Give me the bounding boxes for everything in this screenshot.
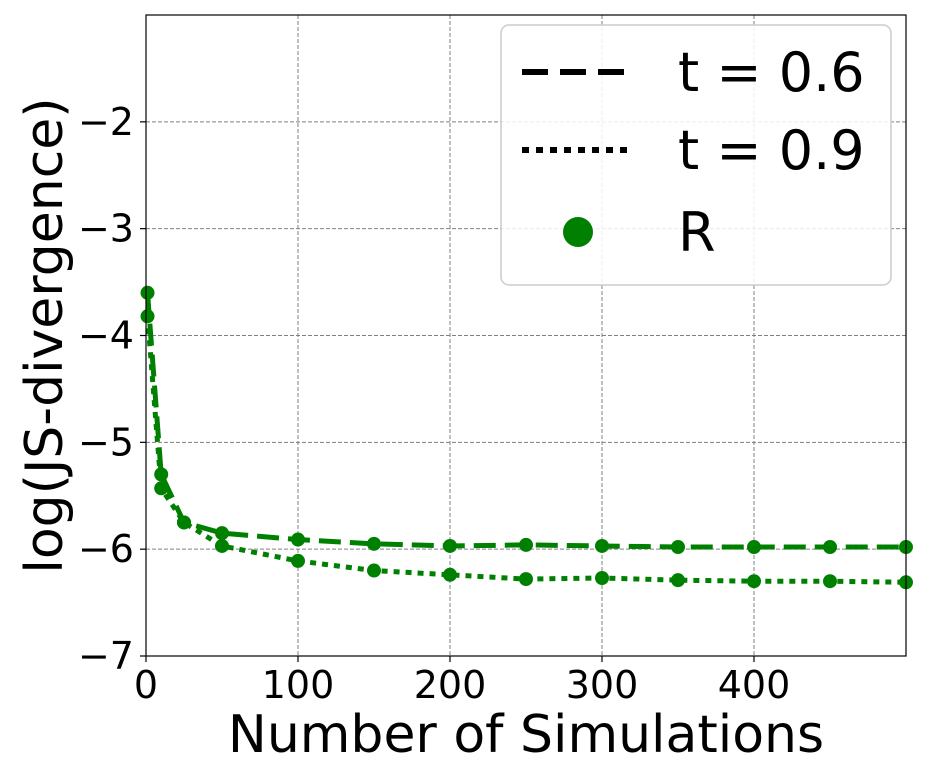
legend-box (500, 24, 892, 286)
y-tick-label: −4 (78, 314, 134, 358)
x-tick-label: 200 (414, 663, 487, 707)
legend-label: R (678, 201, 716, 264)
data-point (519, 537, 533, 552)
data-point (291, 532, 305, 547)
y-axis-label: log(JS-divergence) (15, 97, 75, 573)
data-point (215, 526, 229, 541)
legend-label: t = 0.9 (678, 119, 865, 182)
y-tick-label: −6 (78, 527, 134, 571)
data-point (443, 538, 457, 553)
x-tick-label: 0 (134, 663, 158, 707)
data-point (177, 515, 191, 530)
data-point (671, 573, 685, 588)
ticks: 0 100 200 300 400 −7 −6 −5 −4 −3 −2 (78, 100, 790, 707)
legend-label: t = 0.6 (678, 41, 865, 104)
y-tick-label: −5 (78, 420, 134, 464)
data-point (154, 481, 169, 496)
y-tick-label: −7 (78, 634, 134, 678)
data-point (595, 571, 609, 586)
x-tick-label: 100 (262, 663, 335, 707)
legend: t = 0.6 t = 0.9 R (500, 24, 892, 286)
x-tick-label: 300 (566, 663, 639, 707)
data-point (291, 553, 305, 568)
legend-marker (563, 217, 593, 247)
data-point (823, 540, 837, 555)
x-tick-label: 400 (718, 663, 791, 707)
data-point (443, 567, 457, 582)
data-point (140, 309, 155, 324)
data-point (671, 540, 685, 555)
data-point (747, 540, 761, 555)
x-axis-label: Number of Simulations (228, 705, 824, 765)
series-layer (140, 285, 913, 590)
data-point (367, 536, 381, 551)
data-point (519, 572, 533, 587)
data-point (367, 563, 381, 578)
data-point (140, 285, 155, 300)
data-point (823, 574, 837, 589)
data-point (747, 574, 761, 589)
data-point (595, 538, 609, 553)
y-tick-label: −3 (78, 207, 134, 251)
y-tick-label: −2 (78, 100, 134, 144)
data-point (215, 538, 229, 553)
